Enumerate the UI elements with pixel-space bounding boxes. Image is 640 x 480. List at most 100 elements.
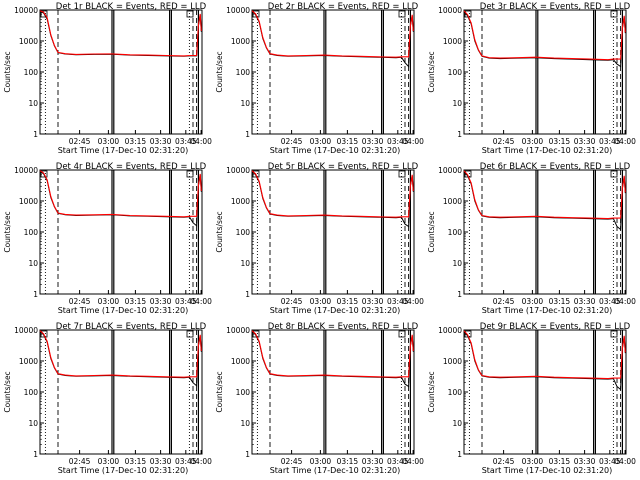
panel-title: Det 6r BLACK = Events, RED = LLD [480,162,631,172]
y-tick-label: 10 [240,99,250,108]
x-tick-label: 03:00 [522,297,544,306]
y-tick-label: 10000 [14,326,38,335]
plot-frame [463,169,627,295]
x-tick-label: 03:30 [150,457,172,466]
corner-box [186,330,194,338]
x-tick-label: 03:15 [549,297,571,306]
plot-frame [463,329,627,455]
y-tick-label: 1000 [231,357,250,366]
panel-9: Det 9r BLACK = Events, RED = LLD 1 10 100 10… [427,322,636,475]
series-lld-line [463,10,626,61]
corner-box [40,330,48,338]
panel-4: Det 4r BLACK = Events, RED = LLD 1 10 100 10… [3,162,212,315]
y-axis-label: Counts/sec [427,371,436,412]
y-tick-label: 10000 [438,326,462,335]
series-lld-line [39,10,202,57]
y-axis-label: Counts/sec [3,51,12,92]
panel-title: Det 3r BLACK = Events, RED = LLD [480,2,631,12]
y-tick-label: 10 [452,99,462,108]
series-events-line [463,171,626,231]
y-tick-label: 1000 [19,37,38,46]
series-events-line [463,331,626,391]
x-tick-label: 04:00 [402,137,424,146]
x-tick-label: 03:15 [549,137,571,146]
y-tick-label: 10 [28,259,38,268]
x-tick-label: 04:00 [614,137,636,146]
y-tick-label: 1 [245,450,250,459]
corner-box [252,330,260,338]
x-tick-label: 03:45 [387,137,409,146]
x-tick-label: 03:15 [125,457,147,466]
y-tick-label: 1 [33,450,38,459]
x-axis-label: Start Time (17-Dec-10 02:31:20) [58,466,189,475]
y-tick-label: 100 [24,388,39,397]
x-tick-label: 03:15 [337,137,359,146]
x-tick-label: 03:00 [98,137,120,146]
plot-frame [463,9,627,135]
y-tick-label: 10 [28,99,38,108]
series-lld-line [463,330,626,380]
y-tick-label: 10 [240,419,250,428]
y-axis-label: Counts/sec [427,211,436,252]
x-tick-label: 03:15 [125,137,147,146]
y-tick-label: 10000 [226,166,250,175]
corner-box [40,170,48,178]
x-axis-label: Start Time (17-Dec-10 02:31:20) [58,146,189,155]
corner-box [252,170,260,178]
x-tick-label: 03:15 [549,457,571,466]
y-tick-label: 10000 [226,326,250,335]
x-tick-label: 03:45 [599,457,621,466]
panel-5: Det 5r BLACK = Events, RED = LLD 1 10 100 10… [215,162,424,315]
x-tick-label: 03:30 [150,297,172,306]
corner-box [610,10,618,18]
y-tick-label: 10 [452,419,462,428]
corner-box [186,170,194,178]
x-tick-label: 02:45 [493,137,515,146]
y-tick-label: 10 [240,259,250,268]
x-tick-label: 03:30 [362,297,384,306]
y-tick-label: 1000 [19,197,38,206]
panel-title: Det 8r BLACK = Events, RED = LLD [268,322,419,332]
corner-box [610,330,618,338]
y-tick-label: 100 [236,228,251,237]
x-tick-label: 03:00 [522,457,544,466]
panel-8: Det 8r BLACK = Events, RED = LLD 1 10 100 10… [215,322,424,475]
y-tick-label: 10000 [226,6,250,15]
y-axis-label: Counts/sec [427,51,436,92]
series-events-line [39,170,202,227]
series-lld-line [39,170,202,218]
panel-title: Det 7r BLACK = Events, RED = LLD [56,322,207,332]
x-tick-label: 04:00 [614,457,636,466]
plot-frame [39,169,203,295]
y-tick-label: 1000 [231,197,250,206]
x-tick-label: 03:45 [175,297,197,306]
x-axis-label: Start Time (17-Dec-10 02:31:20) [482,146,613,155]
series-lld-line [251,170,414,218]
panel-2: Det 2r BLACK = Events, RED = LLD 1 10 100 10… [215,2,424,155]
y-tick-label: 10000 [14,166,38,175]
y-axis-label: Counts/sec [215,211,224,252]
x-tick-label: 03:00 [522,137,544,146]
y-tick-label: 1 [457,130,462,139]
x-tick-label: 03:30 [362,137,384,146]
y-tick-label: 1 [33,290,38,299]
panel-title: Det 9r BLACK = Events, RED = LLD [480,322,631,332]
corner-box [40,10,48,18]
x-axis-label: Start Time (17-Dec-10 02:31:20) [270,306,401,315]
x-tick-label: 04:00 [402,457,424,466]
corner-box [398,10,406,18]
plot-frame [39,329,203,455]
y-tick-label: 1000 [231,37,250,46]
y-tick-label: 1 [457,290,462,299]
y-tick-label: 10000 [438,166,462,175]
panel-title: Det 1r BLACK = Events, RED = LLD [56,2,207,12]
x-tick-label: 03:45 [387,297,409,306]
x-tick-label: 02:45 [281,297,303,306]
x-tick-label: 03:30 [574,457,596,466]
y-tick-label: 100 [236,388,251,397]
x-tick-label: 03:45 [175,137,197,146]
y-tick-label: 10 [452,259,462,268]
y-axis-label: Counts/sec [215,371,224,412]
x-tick-label: 03:00 [310,457,332,466]
series-lld-line [463,170,626,220]
